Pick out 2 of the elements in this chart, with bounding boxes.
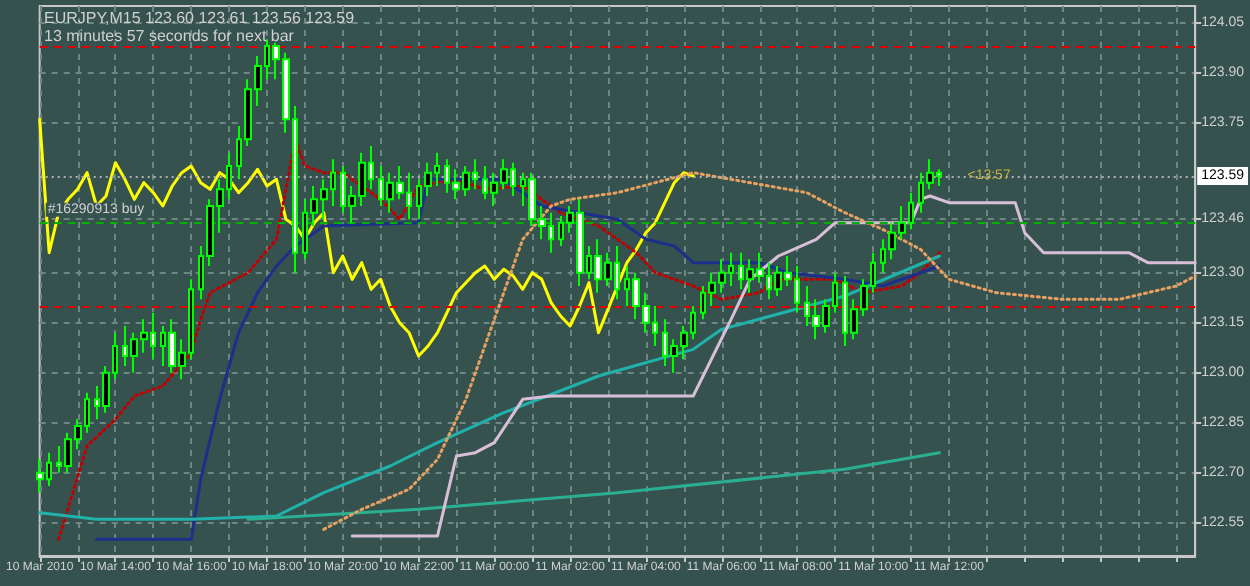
text: 13 minutes 57 seconds for next bar (44, 27, 295, 45)
chart-title: EURJPY,M15 123.60 123.61 123.56 123.59 (44, 9, 356, 27)
